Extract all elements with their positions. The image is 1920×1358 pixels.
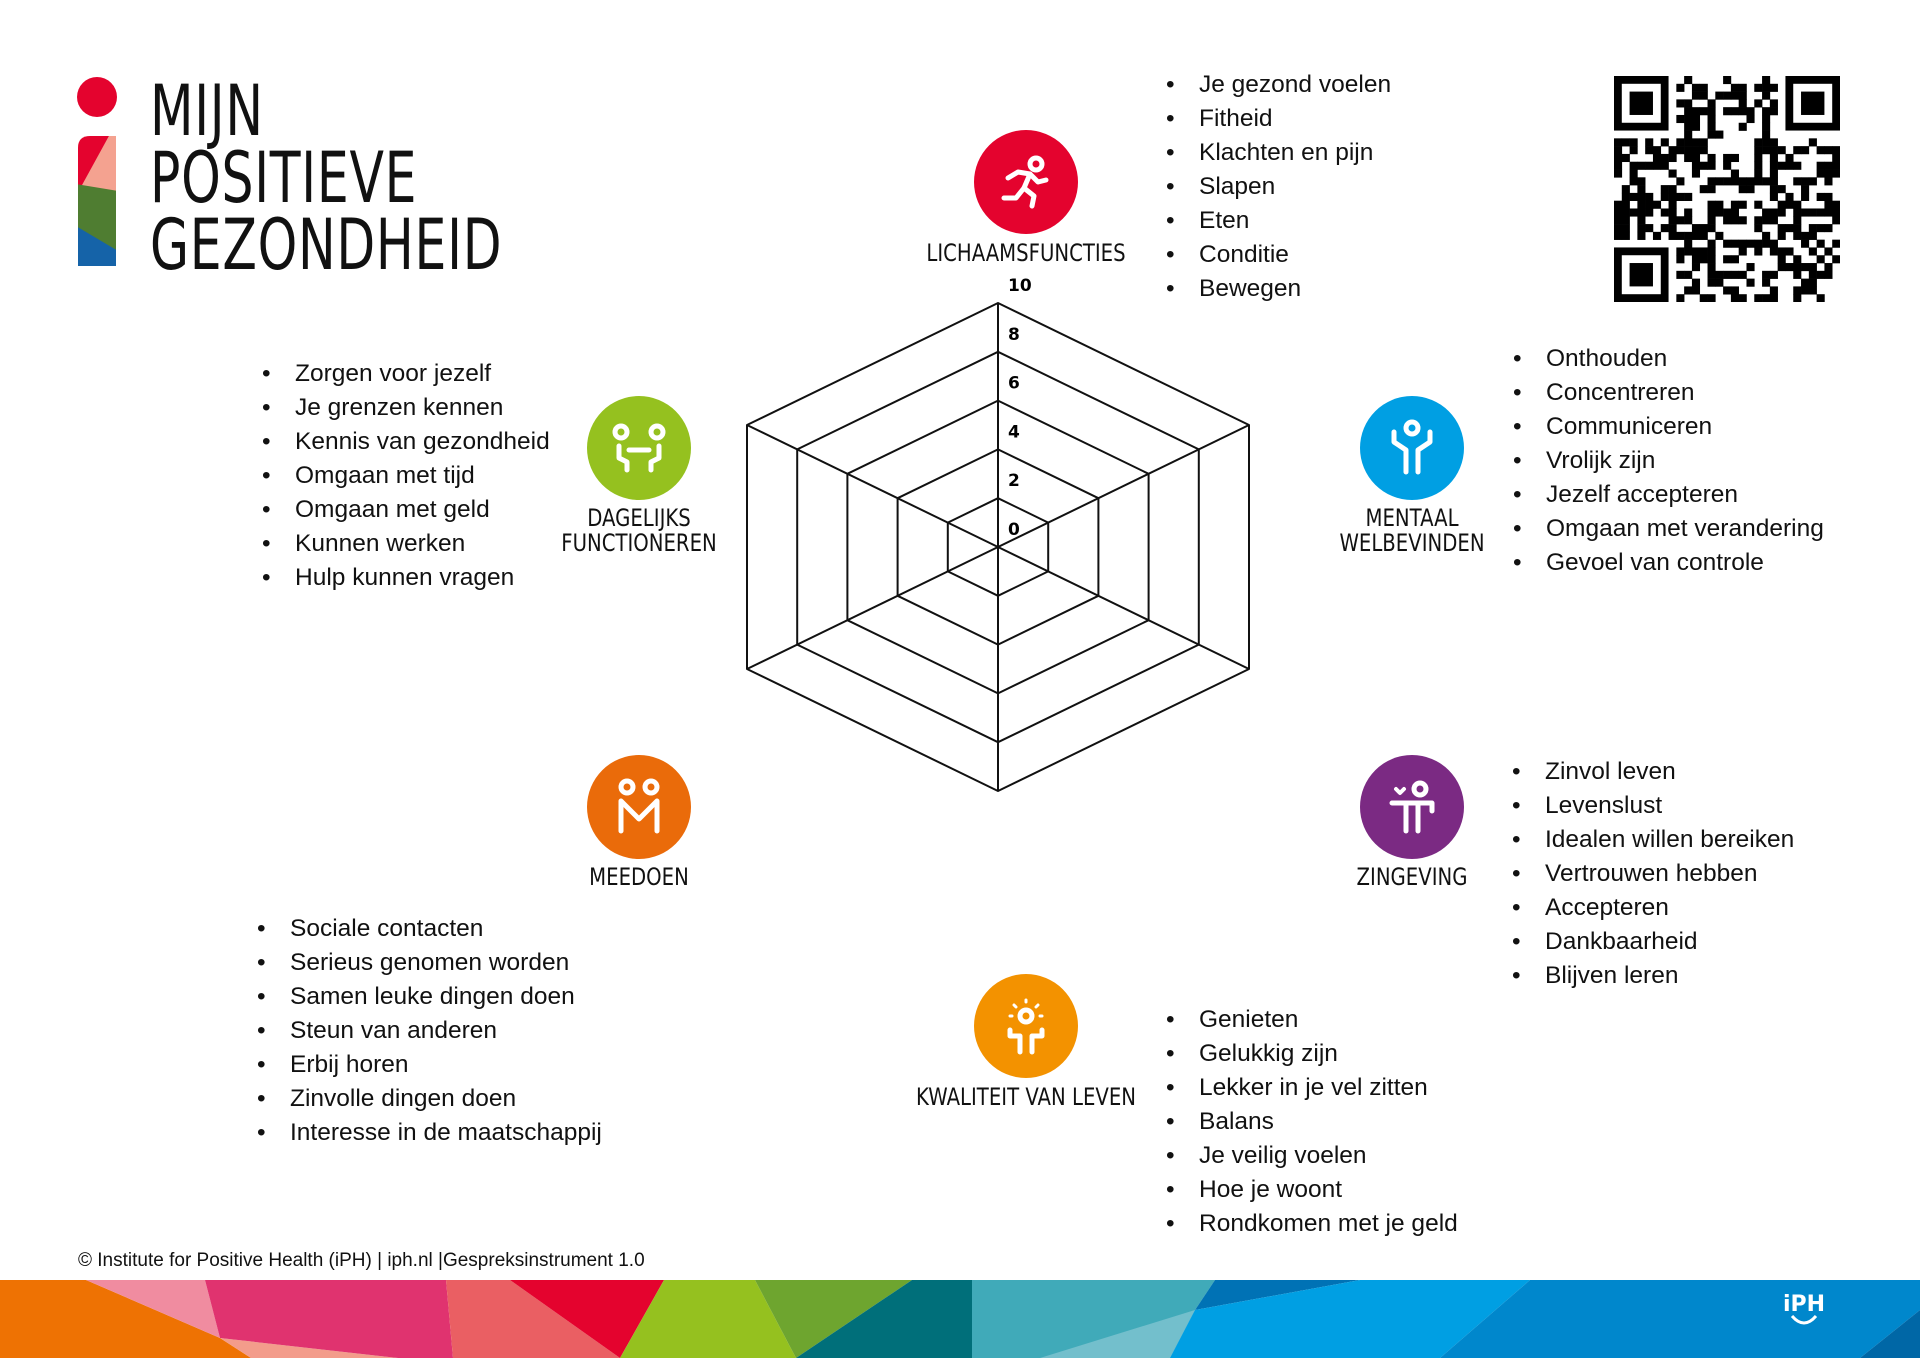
list-item: Eten xyxy=(1166,204,1391,238)
dimension-label-dagelijks-functioneren: DAGELIJKS FUNCTIONEREN xyxy=(561,504,717,557)
list-item: Jezelf accepteren xyxy=(1513,478,1824,512)
smile-icon xyxy=(1790,1314,1818,1325)
list-item: Klachten en pijn xyxy=(1166,136,1391,170)
list-item: Omgaan met geld xyxy=(262,493,550,527)
list-item: Dankbaarheid xyxy=(1512,925,1794,959)
list-item: Je gezond voelen xyxy=(1166,68,1391,102)
list-item: Zorgen voor jezelf xyxy=(262,357,550,391)
person-sun-icon xyxy=(974,974,1078,1078)
dimension-label-lichaamsfuncties: LICHAAMSFUNCTIES xyxy=(926,239,1126,267)
list-item: Communiceren xyxy=(1513,410,1824,444)
list-item: Serieus genomen worden xyxy=(257,946,602,980)
list-item: Lekker in je vel zitten xyxy=(1166,1071,1458,1105)
list-item: Omgaan met tijd xyxy=(262,459,550,493)
list-item: Sociale contacten xyxy=(257,912,602,946)
axis-spoke xyxy=(997,424,1250,548)
list-item: Je grenzen kennen xyxy=(262,391,550,425)
logo-title-line: GEZONDHEID xyxy=(150,204,503,286)
list-item: Slapen xyxy=(1166,170,1391,204)
items-list-mentaal-welbevinden: OnthoudenConcentrerenCommunicerenVrolijk… xyxy=(1513,342,1824,580)
qr-code-icon xyxy=(1614,76,1840,302)
list-item: Genieten xyxy=(1166,1003,1458,1037)
items-list-lichaamsfuncties: Je gezond voelenFitheidKlachten en pijnS… xyxy=(1166,68,1391,306)
radar-chart: 0 2 4 6 8 10 xyxy=(746,276,1250,792)
list-item: Conditie xyxy=(1166,238,1391,272)
tick-label: 4 xyxy=(1008,422,1020,442)
list-item: Blijven leren xyxy=(1512,959,1794,993)
list-item: Samen leuke dingen doen xyxy=(257,980,602,1014)
items-list-kwaliteit-van-leven: GenietenGelukkig zijnLekker in je vel zi… xyxy=(1166,1003,1458,1241)
logo-title-line: MIJN xyxy=(150,70,264,152)
list-item: Hoe je woont xyxy=(1166,1173,1458,1207)
tick-label: 10 xyxy=(1008,276,1032,296)
person-heart-icon xyxy=(1360,755,1464,859)
list-item: Interesse in de maatschappij xyxy=(257,1116,602,1150)
list-item: Concentreren xyxy=(1513,376,1824,410)
dimension-label-kwaliteit-van-leven: KWALITEIT VAN LEVEN xyxy=(915,1083,1137,1111)
list-item: Levenslust xyxy=(1512,789,1794,823)
tick-label: 0 xyxy=(1008,520,1020,540)
logo-title-line: POSITIEVE xyxy=(150,137,418,219)
dimension-label-mentaal-welbevinden: MENTAAL WELBEVINDEN xyxy=(1339,504,1485,557)
list-item: Onthouden xyxy=(1513,342,1824,376)
list-item: Bewegen xyxy=(1166,272,1391,306)
list-item: Steun van anderen xyxy=(257,1014,602,1048)
person-arms-up-icon xyxy=(1360,396,1464,500)
list-item: Gelukkig zijn xyxy=(1166,1037,1458,1071)
list-item: Zinvol leven xyxy=(1512,755,1794,789)
list-item: Gevoel van controle xyxy=(1513,546,1824,580)
list-item: Hulp kunnen vragen xyxy=(262,561,550,595)
list-item: Accepteren xyxy=(1512,891,1794,925)
axis-spoke xyxy=(746,546,999,670)
items-list-zingeving: Zinvol levenLevenslustIdealen willen ber… xyxy=(1512,755,1794,993)
people-at-table-icon xyxy=(587,396,691,500)
list-item: Erbij horen xyxy=(257,1048,602,1082)
list-item: Rondkomen met je geld xyxy=(1166,1207,1458,1241)
two-people-icon xyxy=(587,755,691,859)
tick-label: 8 xyxy=(1008,325,1020,345)
items-list-meedoen: Sociale contactenSerieus genomen wordenS… xyxy=(257,912,602,1150)
list-item: Zinvolle dingen doen xyxy=(257,1082,602,1116)
list-item: Fitheid xyxy=(1166,102,1391,136)
logo-i-icon xyxy=(77,77,117,266)
axis-spoke xyxy=(997,546,1250,670)
dimension-label-zingeving: ZINGEVING xyxy=(1356,863,1468,891)
iph-logo: iPH xyxy=(1776,1292,1832,1342)
copyright-text: © Institute for Positive Health (iPH) | … xyxy=(78,1250,645,1271)
list-item: Omgaan met verandering xyxy=(1513,512,1824,546)
list-item: Idealen willen bereiken xyxy=(1512,823,1794,857)
list-item: Vertrouwen hebben xyxy=(1512,857,1794,891)
list-item: Vrolijk zijn xyxy=(1513,444,1824,478)
tick-label: 6 xyxy=(1008,374,1020,394)
tick-label: 2 xyxy=(1008,471,1020,491)
axis-spoke xyxy=(746,424,999,548)
list-item: Je veilig voelen xyxy=(1166,1139,1458,1173)
running-person-icon xyxy=(974,130,1078,234)
list-item: Kunnen werken xyxy=(262,527,550,561)
dimension-label-meedoen: MEEDOEN xyxy=(589,863,689,891)
list-item: Balans xyxy=(1166,1105,1458,1139)
footer-color-band xyxy=(0,1280,1920,1358)
items-list-dagelijks-functioneren: Zorgen voor jezelfJe grenzen kennenKenni… xyxy=(262,357,550,595)
list-item: Kennis van gezondheid xyxy=(262,425,550,459)
